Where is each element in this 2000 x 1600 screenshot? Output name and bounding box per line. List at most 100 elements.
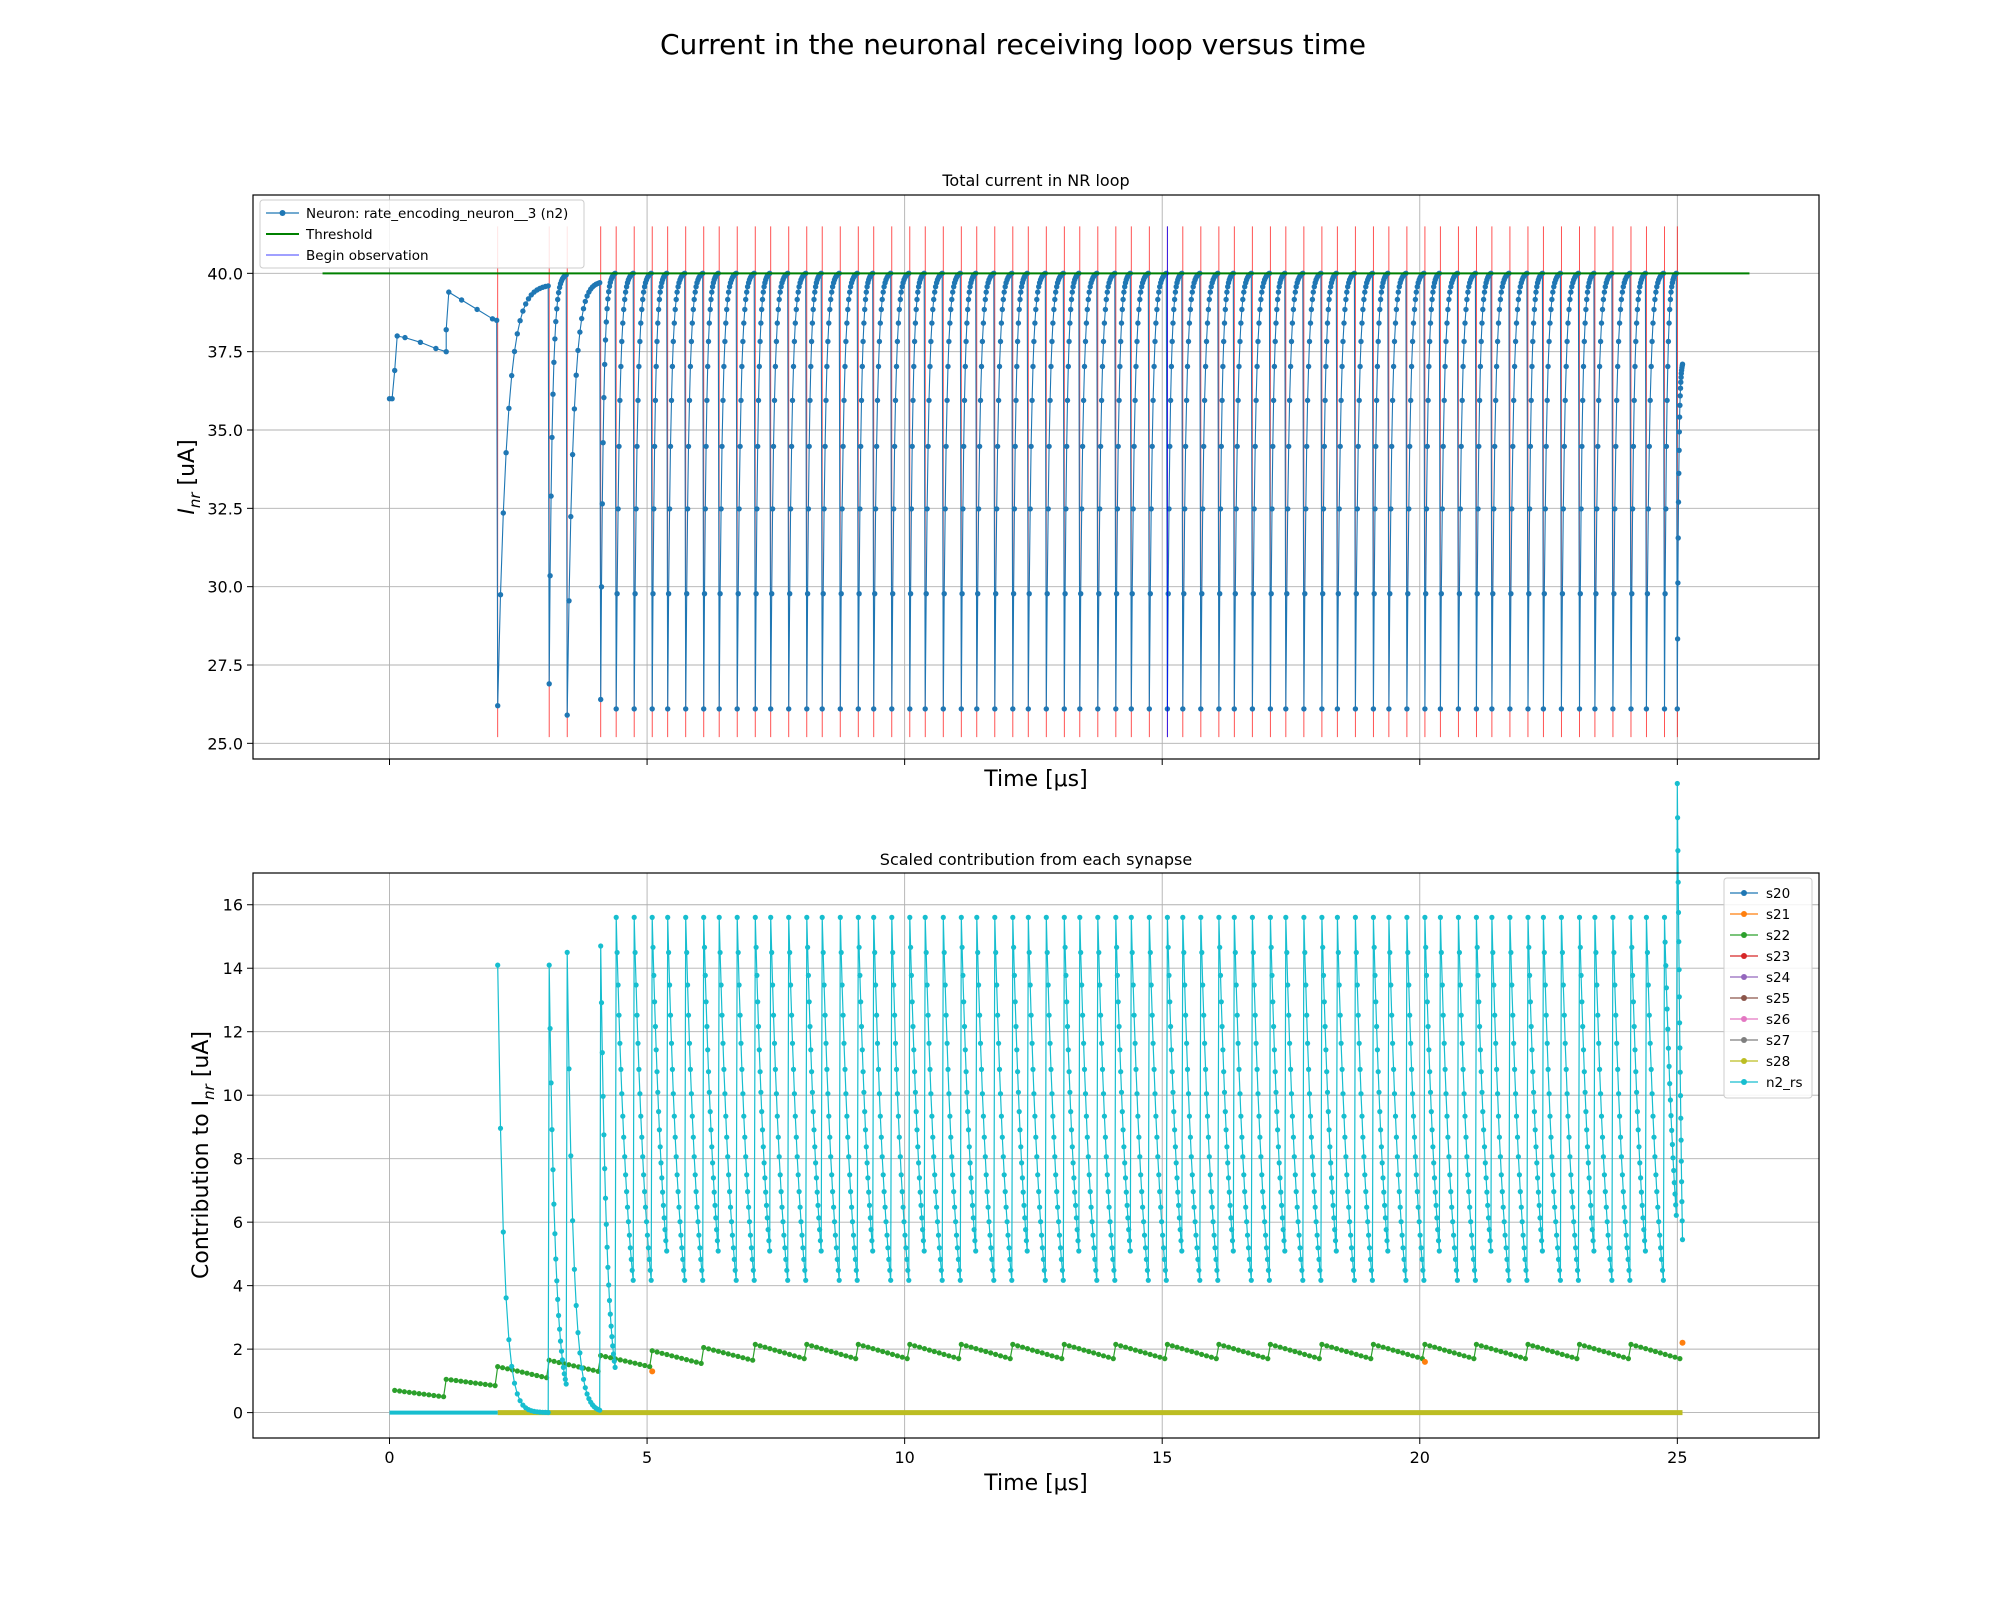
n2-rs-point — [1300, 1277, 1306, 1283]
s22-point — [1559, 1351, 1565, 1357]
n2-rs-point — [915, 1144, 921, 1150]
n2-rs-point — [908, 972, 915, 979]
neuron-current-point — [1283, 706, 1289, 712]
n2-rs-point — [1106, 1204, 1112, 1210]
s22-point — [912, 1343, 918, 1349]
neuron-current-point — [1404, 706, 1410, 712]
neuron-current-point — [772, 363, 779, 370]
n2-rs-point — [952, 1204, 958, 1210]
n2-rs-point — [1224, 1144, 1230, 1150]
n2-rs-point — [1043, 914, 1049, 921]
n2-rs-point — [1561, 1012, 1567, 1018]
s22-point — [1581, 1343, 1587, 1349]
n2-rs-point — [894, 1091, 901, 1097]
n2-rs-point — [942, 982, 948, 988]
neuron-current-point — [1473, 706, 1480, 712]
n2-rs-point — [789, 1012, 795, 1018]
neuron-current-point — [1376, 320, 1382, 326]
neuron-current-point — [599, 501, 605, 507]
neuron-current-point — [1410, 320, 1417, 326]
neuron-current-point — [760, 289, 766, 295]
n2-rs-point — [749, 1256, 755, 1262]
neuron-current-point — [1186, 320, 1193, 326]
neuron-current-point — [1455, 706, 1462, 712]
n2-rs-point — [1001, 1172, 1007, 1178]
n2-rs-point — [1035, 1172, 1041, 1178]
legend-marker-s21 — [1741, 911, 1747, 917]
neuron-current-point — [822, 443, 828, 450]
neuron-current-point — [1511, 397, 1517, 404]
neuron-current-point — [686, 397, 693, 404]
n2-rs-point — [1015, 1069, 1021, 1075]
n2-rs-point — [1066, 1069, 1072, 1075]
n2-rs-point — [899, 1189, 905, 1195]
n2-rs-point — [992, 914, 998, 921]
n2-rs-point — [608, 1323, 614, 1329]
n2-rs-point — [1622, 1219, 1628, 1225]
n2-rs-point — [965, 1109, 971, 1115]
n2-rs-point — [1006, 1245, 1012, 1251]
neuron-current-point — [1480, 296, 1487, 303]
n2-rs-point — [1328, 1175, 1335, 1181]
n2-rs-point — [701, 914, 707, 921]
neuron-current-point — [1667, 306, 1673, 313]
n2-rs-point — [1678, 1137, 1684, 1143]
n2-rs-point — [1473, 914, 1479, 921]
n2-rs-point — [1413, 1172, 1419, 1178]
neuron-current-point — [636, 363, 642, 370]
n2-rs-point — [897, 1154, 903, 1160]
neuron-current-point — [1084, 306, 1091, 313]
legend-label-neuron: Neuron: rate_encoding_neuron__3 (n2) — [306, 206, 568, 222]
neuron-current-point — [808, 363, 814, 370]
n2-rs-point — [1407, 1012, 1413, 1018]
n2-rs-point — [1648, 1066, 1654, 1072]
n2-rs-point — [639, 1134, 645, 1140]
neuron-current-point — [601, 394, 607, 401]
n2-rs-point — [1485, 1215, 1492, 1221]
n2-rs-point — [1677, 1020, 1683, 1026]
n2-rs-point — [770, 982, 776, 988]
n2-rs-point — [1424, 999, 1430, 1005]
neuron-current-point — [1068, 296, 1075, 303]
neuron-current-point — [1678, 379, 1684, 385]
n2-rs-point — [969, 1202, 976, 1208]
s22-point — [1461, 1353, 1467, 1359]
neuron-current-point — [1528, 397, 1534, 404]
n2-rs-point — [920, 1238, 927, 1244]
n2-rs-point — [1169, 1069, 1175, 1075]
n2-rs-point — [579, 1365, 585, 1371]
s22-point — [1591, 1346, 1597, 1352]
n2-rs-point — [1250, 949, 1256, 956]
n2-rs-point — [1531, 1089, 1537, 1095]
neuron-current-point — [1034, 296, 1040, 303]
n2-rs-point — [1393, 1134, 1399, 1140]
neuron-current-point — [651, 506, 657, 512]
s22-point — [441, 1394, 447, 1400]
n2-rs-point — [860, 1069, 866, 1075]
n2-rs-point — [514, 1391, 520, 1397]
neuron-current-point — [958, 706, 964, 712]
s22-point — [936, 1350, 942, 1356]
n2-rs-point — [1402, 1267, 1408, 1273]
neuron-current-point — [525, 296, 532, 302]
s22-point — [1616, 1353, 1622, 1359]
n2-rs-point — [1366, 1245, 1373, 1251]
neuron-current-point — [1353, 591, 1360, 597]
s22-point — [926, 1347, 933, 1353]
neuron-current-point — [1225, 284, 1231, 290]
neuron-current-point — [1146, 706, 1153, 712]
neuron-current-point — [1130, 506, 1136, 512]
n2-rs-point — [1055, 1204, 1061, 1210]
n2-rs-point — [846, 1154, 852, 1160]
n2-rs-point — [944, 1040, 950, 1046]
n2-rs-point — [573, 1302, 579, 1309]
s22-point — [472, 1380, 479, 1386]
neuron-current-point — [1205, 306, 1212, 313]
n2-rs-point — [1414, 1189, 1420, 1195]
n2-rs-point — [629, 1267, 635, 1273]
s22-point — [1164, 1341, 1170, 1347]
neuron-current-point — [993, 591, 999, 597]
neuron-current-point — [1444, 320, 1450, 326]
n2-rs-point — [853, 1267, 859, 1273]
